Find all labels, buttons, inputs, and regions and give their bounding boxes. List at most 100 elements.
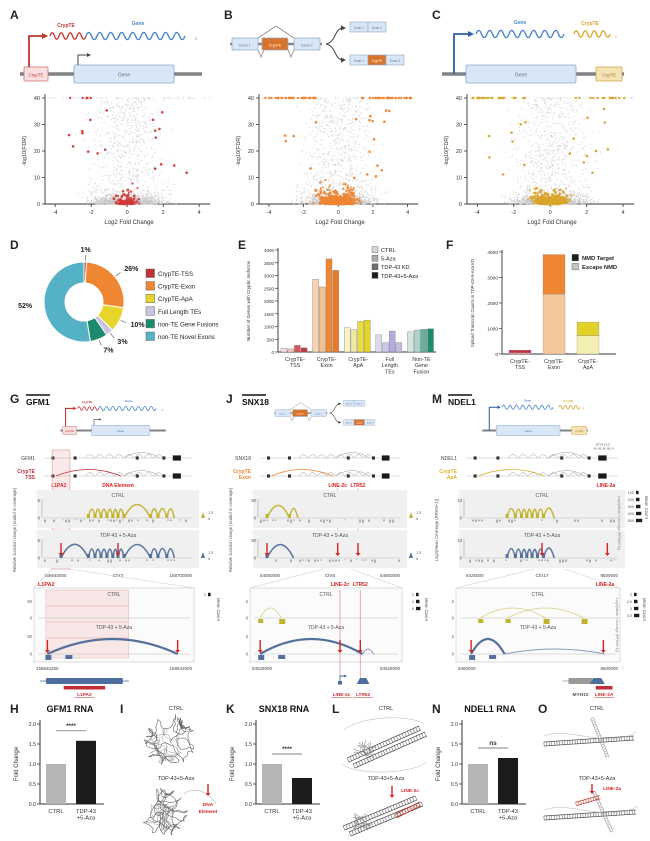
svg-text:0: 0 <box>126 210 129 216</box>
svg-text:Exon 2: Exon 2 <box>372 26 382 30</box>
panel-C: C Gene CrypTE 3' Gene CrypTE 0 10 20 30 40 -4 -2 0 2 4… <box>430 6 644 232</box>
svg-text:CrypTE: CrypTE <box>269 44 282 48</box>
gene-structure-diagram: CrypTE Gene 3' CrypTE Gene <box>20 21 202 84</box>
panel-letter-L: L <box>332 702 340 716</box>
svg-text:CrypTE: CrypTE <box>372 59 383 63</box>
svg-text:Log2 Fold Change: Log2 Fold Change <box>104 220 154 226</box>
panel-letter-O: O <box>538 702 548 716</box>
svg-text:0: 0 <box>337 210 340 216</box>
svg-text:3': 3' <box>195 36 198 41</box>
panel-G: G GFM1 CrypTE Gene 3' CrypTE Gene GFM1 CrypTE TS… <box>8 390 222 698</box>
crypte-tss-volcano-figure: CrypTE Gene 3' CrypTE Gene 0 10 20 30 40 -4 -2 0 2 4 Lo… <box>20 21 210 226</box>
donut-chart: 1%26%10%3%7%52% <box>18 247 145 354</box>
svg-text:2: 2 <box>371 210 374 216</box>
svg-text:-2: -2 <box>301 210 306 216</box>
panel-D: D 1% 26% 10% 3% 7% 52% CrypTE-TSS CrypTE-Exon Cr… <box>8 236 234 386</box>
panel-J: J SNX18 Exon 1 CrypTE Exon 2 Exon 1 Exon 2 Exo… <box>224 390 430 698</box>
svg-text:Exon 1: Exon 1 <box>354 59 364 63</box>
highlighted-points <box>264 96 413 206</box>
svg-text:-2: -2 <box>89 210 94 216</box>
svg-text:20: 20 <box>34 149 40 155</box>
svg-text:30: 30 <box>34 123 40 129</box>
svg-text:0: 0 <box>251 202 254 208</box>
panel-letter-K: K <box>226 702 235 716</box>
panel-letter-E: E <box>238 238 247 252</box>
highlighted-points <box>471 96 626 206</box>
svg-text:CrypTE: CrypTE <box>29 73 44 78</box>
bar-series <box>280 258 434 353</box>
panel-letter-G: G <box>10 392 20 406</box>
panel-K: K SNX18 RNA 0.0 0.5 1.0 1.5 2.0 Fold Change **… <box>224 700 328 838</box>
fold-change-bars <box>262 764 312 804</box>
svg-text:Exon 2: Exon 2 <box>390 59 400 63</box>
svg-text:40: 40 <box>248 96 254 102</box>
snx18-rna-title: SNX18 RNA <box>258 704 310 714</box>
svg-text:Gene: Gene <box>132 21 145 27</box>
panel-L: L CTRL TDP-43+5-Aza LINE-2c <box>330 700 430 838</box>
panel-letter-F: F <box>446 238 454 252</box>
background-points <box>262 97 409 205</box>
svg-text:Exon 1: Exon 1 <box>354 26 364 30</box>
svg-text:Exon 2: Exon 2 <box>301 44 312 48</box>
panel-M: M NDEL1 Gene CrypTE 3' Gene CrypTE MYH10 NDEL1 C… <box>430 390 648 698</box>
svg-text:4: 4 <box>198 210 201 216</box>
panel-I: I CTRL TDP-43+5-Aza DNA Element <box>118 700 222 838</box>
highlighted-points <box>67 96 188 206</box>
svg-text:Log2 Fold Change: Log2 Fold Change <box>315 220 365 226</box>
svg-text:CrypTE: CrypTE <box>57 23 75 29</box>
panel-B: B Exon 1 CrypTE Exon 2 Exon 1 Exon 2 Exon 1 Cr… <box>222 6 428 232</box>
panel-O: O CTRL TDP-43+5-Aza LINE-2a <box>536 700 646 838</box>
svg-text:0: 0 <box>37 202 40 208</box>
gfm1-rna-title: GFM1 RNA <box>46 704 94 714</box>
background-points <box>47 97 210 205</box>
ndel1-rna-title: NDEL1 RNA <box>464 704 516 714</box>
panel-E: E 0 500 1000 1500 2000 2500 3000 3500 4000 Number… <box>236 236 442 388</box>
fold-change-bars <box>46 740 96 804</box>
panel-A: A CrypTE Gene 3' CrypTE Gene 0 10 20 30 40 -4 -2 0 2 4… <box>8 6 220 232</box>
panel-letter-M: M <box>432 392 442 406</box>
crypte-exon-volcano-figure: Exon 1 CrypTE Exon 2 Exon 1 Exon 2 Exon 1 Cryp… <box>230 21 418 226</box>
gene-structure-diagram: Exon 1 CrypTE Exon 2 Exon 1 Exon 2 Exon 1 Cryp… <box>230 21 405 66</box>
panel-letter-B: B <box>224 8 233 22</box>
svg-text:20: 20 <box>248 149 254 155</box>
svg-text:-4: -4 <box>53 210 58 216</box>
svg-text:10: 10 <box>248 176 254 182</box>
panel-letter-D: D <box>10 238 19 252</box>
panel-letter-A: A <box>10 8 19 22</box>
fold-change-bars <box>468 758 518 804</box>
svg-text:30: 30 <box>248 123 254 129</box>
panel-letter-J: J <box>226 392 233 406</box>
gfm1-genome-browser: GFM1CrypTEGene3'CrypTEGeneGFM1CrypTETSSL… <box>12 394 221 698</box>
svg-text:Gene: Gene <box>118 73 130 79</box>
cryptic-isoform-donut-chart: 1%26%10%3%7%52%CrypTE-TSSCrypTE-ExonCryp… <box>18 247 219 354</box>
svg-text:-log10(FDR): -log10(FDR) <box>236 136 242 166</box>
stacked-bars <box>508 254 600 355</box>
panel-letter-I: I <box>120 702 124 716</box>
svg-text:2: 2 <box>162 210 165 216</box>
svg-text:-log10(FDR): -log10(FDR) <box>22 136 28 166</box>
panel-H: H GFM1 RNA 0.0 0.5 1.0 1.5 2.0 Fold Change ***… <box>8 700 116 838</box>
panel-letter-N: N <box>432 702 441 716</box>
svg-text:Exon 1: Exon 1 <box>239 44 250 48</box>
panel-F: F 0 1000 2000 3000 4000 Spliced Transcript Co… <box>444 236 644 388</box>
svg-text:-4: -4 <box>266 210 271 216</box>
svg-text:4: 4 <box>406 210 409 216</box>
